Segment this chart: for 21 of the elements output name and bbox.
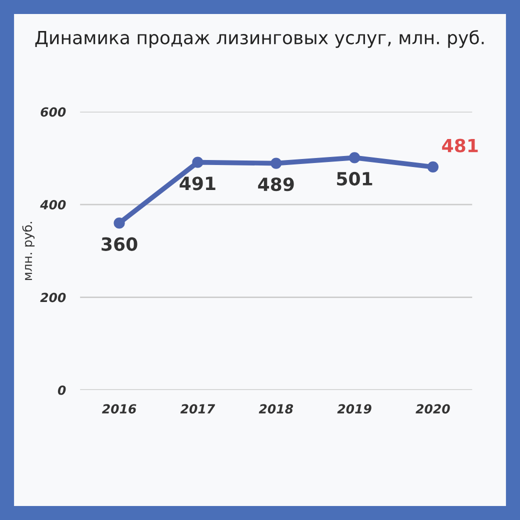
y-axis-title: млн. руб. — [22, 222, 35, 280]
x-tick-label: 2019 — [337, 404, 372, 414]
point — [427, 161, 439, 173]
x-tick-label: 2017 — [180, 404, 216, 414]
y-tick-label: 0 — [58, 385, 66, 395]
point — [270, 158, 282, 169]
x-tick-label: 2020 — [416, 404, 450, 414]
point — [114, 218, 125, 229]
data-label: 360 — [102, 237, 138, 251]
x-tick-label: 2016 — [102, 404, 136, 414]
x-tick-label: 2018 — [258, 404, 294, 414]
point — [348, 152, 360, 164]
data-label: 491 — [180, 176, 216, 190]
y-tick-label: 600 — [40, 107, 66, 117]
chart-title: Динамика продаж лизинговых услуг, млн. руб. — [35, 30, 484, 48]
y-tick-label: 200 — [40, 292, 66, 302]
data-label: 489 — [258, 177, 294, 192]
y-tick-label: 400 — [40, 200, 66, 210]
data-label: 501 — [337, 172, 372, 186]
point — [192, 156, 204, 168]
annotation: 481 — [442, 138, 478, 152]
